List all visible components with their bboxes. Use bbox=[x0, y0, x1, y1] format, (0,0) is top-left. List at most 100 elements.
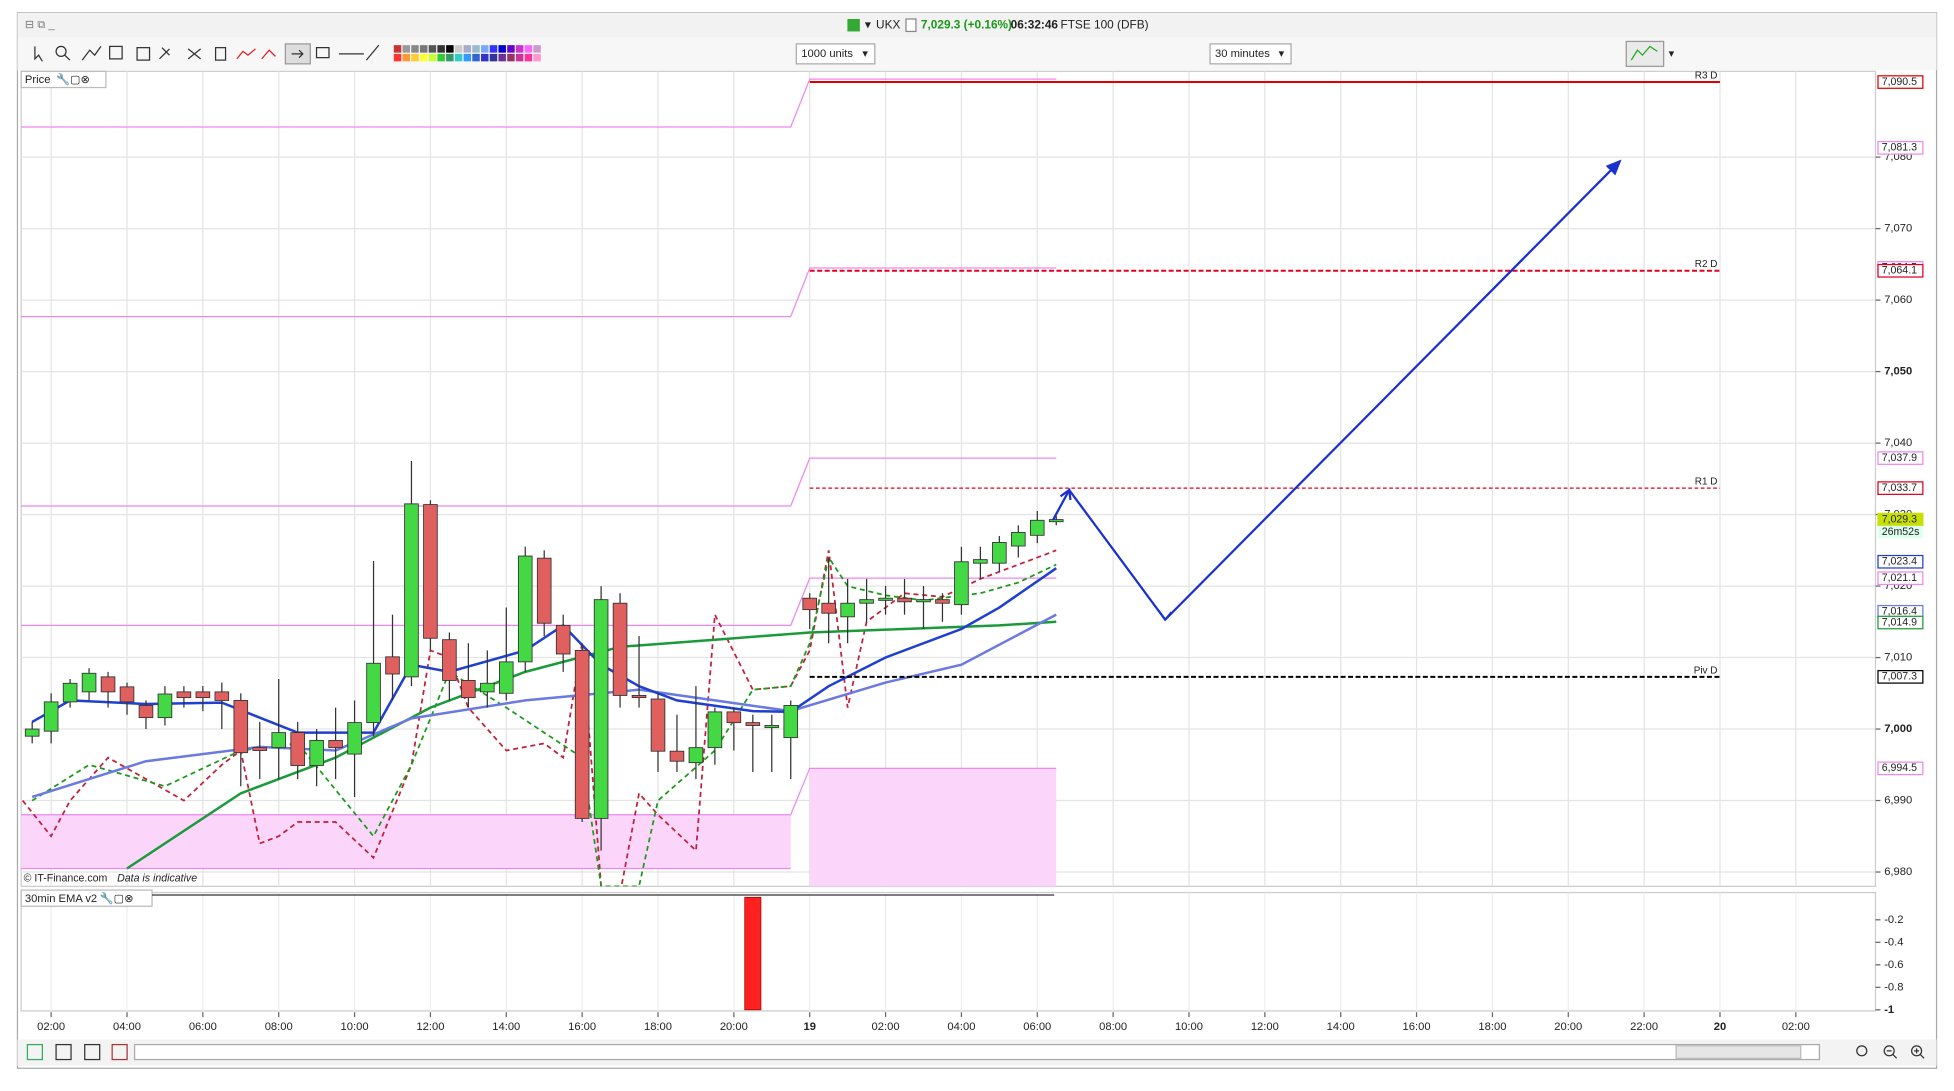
x-tick-label: 10:00 bbox=[341, 1021, 369, 1033]
y-tick-label: 7,010 bbox=[1884, 652, 1912, 664]
dropdown-arrow[interactable]: ▾ bbox=[865, 17, 871, 31]
x-tick-label: 12:00 bbox=[416, 1021, 444, 1033]
title-bar bbox=[17, 12, 1937, 38]
interval-select[interactable] bbox=[1209, 43, 1292, 65]
price-tag bbox=[1877, 761, 1924, 776]
x-tick-label: 02:00 bbox=[37, 1021, 65, 1033]
candle-body bbox=[878, 597, 893, 601]
arrow-head bbox=[1059, 488, 1072, 501]
y-tick-label: -0.4 bbox=[1884, 936, 1903, 948]
candle-body bbox=[195, 691, 211, 699]
x-tick-label: 20:00 bbox=[1554, 1021, 1582, 1033]
candle-body bbox=[1011, 532, 1026, 547]
candle-body bbox=[252, 747, 268, 751]
pane-title: Price bbox=[25, 74, 51, 86]
chart-type-button[interactable] bbox=[1625, 40, 1665, 67]
indicator-line bbox=[21, 267, 1057, 318]
pane-buttons[interactable]: 🔧▢⊗ bbox=[56, 72, 90, 86]
y-tick-label: 7,060 bbox=[1884, 294, 1912, 306]
x-tick-label: 06:00 bbox=[189, 1021, 217, 1033]
candle-body bbox=[138, 705, 154, 719]
candle-body bbox=[43, 701, 59, 732]
x-tick-label: 19 bbox=[803, 1021, 815, 1033]
dropdown-arrow[interactable]: ▾ bbox=[1669, 48, 1675, 60]
candle-body bbox=[935, 599, 950, 604]
bottom-icons[interactable] bbox=[26, 1043, 128, 1061]
pane-buttons[interactable]: 🔧▢⊗ bbox=[100, 891, 134, 905]
indicator-pane bbox=[20, 891, 1877, 1012]
pivot-label: R3 D bbox=[1695, 70, 1718, 81]
candle-body bbox=[821, 602, 836, 614]
candle-body bbox=[688, 747, 704, 764]
dropdown-arrow: ▾ bbox=[1279, 48, 1285, 60]
candle-body bbox=[916, 599, 931, 603]
candle-body bbox=[498, 661, 514, 694]
candle-body bbox=[726, 711, 742, 724]
price-tag-label: 7,064.1 bbox=[1882, 265, 1917, 277]
candle-body bbox=[783, 705, 799, 739]
candle-body bbox=[536, 557, 552, 624]
price-tag-label: 7,023.4 bbox=[1882, 556, 1917, 568]
quantity-select[interactable] bbox=[795, 43, 876, 65]
price-tag bbox=[1877, 140, 1924, 155]
candle-body bbox=[1048, 519, 1064, 523]
toolbar bbox=[17, 37, 1937, 71]
candle-body bbox=[24, 728, 40, 737]
price-tag bbox=[1877, 554, 1924, 569]
window-controls[interactable]: ⊟ ⧉ _ bbox=[25, 19, 56, 31]
candle-body bbox=[954, 561, 969, 606]
x-tick-label: 14:00 bbox=[492, 1021, 520, 1033]
price-tag-label: 6,994.5 bbox=[1882, 762, 1917, 774]
candle-body bbox=[328, 740, 343, 749]
candle-body bbox=[62, 682, 78, 703]
price-tag-label: 7,037.9 bbox=[1882, 452, 1917, 464]
candle-body bbox=[176, 691, 192, 699]
arrow-head bbox=[1158, 610, 1173, 622]
candle-body bbox=[81, 672, 97, 693]
price-tag bbox=[1877, 571, 1924, 586]
candle-body bbox=[669, 750, 685, 762]
icon bbox=[1630, 45, 1658, 61]
scroll-thumb[interactable] bbox=[1675, 1045, 1802, 1059]
candle-body bbox=[593, 599, 609, 819]
symbol: UKX bbox=[876, 17, 900, 31]
session-band bbox=[21, 814, 791, 869]
candle-body bbox=[119, 686, 135, 703]
tool-icons[interactable] bbox=[34, 43, 380, 65]
candle-body bbox=[802, 597, 818, 611]
candle-body bbox=[100, 676, 116, 693]
footnote-note: Data is indicative bbox=[117, 873, 197, 885]
price-tag-label: 7,029.3 bbox=[1882, 513, 1917, 525]
zoom-icons[interactable] bbox=[1856, 1045, 1925, 1059]
x-tick-label: 06:00 bbox=[1023, 1021, 1051, 1033]
scrollbar[interactable] bbox=[133, 1043, 1821, 1061]
price: 7,029.3 (+0.16%) bbox=[921, 17, 1012, 31]
x-tick-label: 20 bbox=[1714, 1021, 1726, 1033]
y-tick-label: 7,070 bbox=[1884, 223, 1912, 235]
candle-body bbox=[157, 693, 173, 719]
y-tick-label: -0.6 bbox=[1884, 959, 1903, 971]
pivot-label: Piv D bbox=[1694, 665, 1718, 676]
x-tick-label: 22:00 bbox=[1630, 1021, 1658, 1033]
price-tag-label: 7,021.1 bbox=[1882, 572, 1917, 584]
pivot-label: R1 D bbox=[1695, 477, 1718, 488]
indicator-line bbox=[21, 78, 1057, 128]
drawn-arrow[interactable] bbox=[1052, 159, 1622, 622]
y-tick-label: -0.8 bbox=[1884, 981, 1903, 993]
icon bbox=[847, 18, 860, 32]
x-tick-label: 20:00 bbox=[720, 1021, 748, 1033]
candle-body bbox=[992, 542, 1007, 564]
candle-body bbox=[973, 559, 988, 564]
footnote: © IT-Finance.com bbox=[24, 873, 108, 885]
pane-label-box bbox=[20, 70, 107, 89]
candle-body bbox=[555, 624, 571, 655]
y-tick-label: 7,050 bbox=[1884, 366, 1912, 378]
indicator-line bbox=[21, 549, 1057, 887]
price-tag-label: 7,090.5 bbox=[1882, 76, 1917, 88]
x-tick-label: 08:00 bbox=[265, 1021, 293, 1033]
candle-body bbox=[480, 682, 495, 693]
color-swatches[interactable] bbox=[393, 45, 541, 62]
candle-body bbox=[233, 700, 249, 754]
info-icon[interactable] bbox=[905, 18, 917, 33]
candle-body bbox=[745, 722, 761, 726]
